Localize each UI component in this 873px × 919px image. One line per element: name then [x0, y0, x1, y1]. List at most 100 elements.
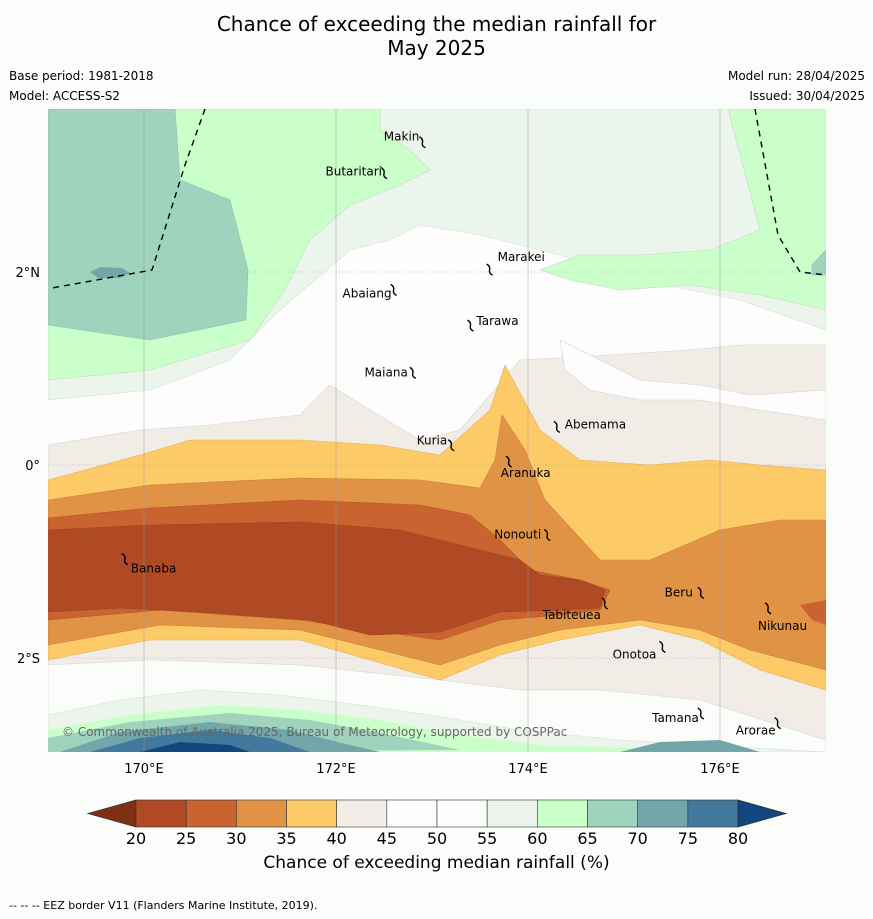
place-label: Marakei: [498, 250, 545, 264]
place-label: Butaritari: [326, 165, 383, 179]
colorbar-swatch: [436, 799, 488, 828]
band-65-70-east: [811, 249, 826, 276]
place-label: Tabiteuea: [542, 608, 601, 622]
colorbar-tick-label: 65: [577, 829, 597, 848]
colorbar-tick-label: 55: [477, 829, 497, 848]
island-outline: [505, 455, 513, 468]
grid-lines: [48, 109, 826, 752]
place-label: Aranuka: [501, 466, 551, 480]
band-south-east-blue: [620, 740, 760, 752]
colorbar-swatch: [687, 799, 739, 828]
band-60-65-northeast: [539, 109, 826, 311]
colorbar-tick-label: 35: [276, 829, 296, 848]
colorbar-under-arrow: [86, 799, 137, 828]
x-tick-label: 174°E: [508, 762, 548, 777]
island-outline: [543, 528, 551, 542]
colorbar-tick-label: 30: [226, 829, 246, 848]
colorbar-swatch: [286, 799, 337, 828]
colorbar-swatch: [587, 799, 638, 828]
footnote: -- -- -- EEZ border V11 (Flanders Marine…: [9, 899, 318, 912]
colorbar-over-arrow: [737, 799, 788, 828]
base-period: Base period: 1981-2018: [9, 69, 154, 83]
copyright-notice: © Commonwealth of Australia 2025, Bureau…: [62, 725, 567, 739]
colorbar-tick-label: 50: [427, 829, 447, 848]
islands: [121, 136, 781, 730]
y-tick-label: 2°N: [16, 266, 41, 281]
colorbar-swatch: [135, 799, 187, 828]
band-75-80-south: [90, 730, 310, 752]
colorbar-swatch: [236, 799, 287, 828]
place-label: Banaba: [131, 562, 177, 576]
place-label: Makin: [384, 130, 420, 144]
band-25-30-east: [800, 600, 826, 625]
y-axis-ticks: 2°N 0° 2°S: [16, 266, 41, 667]
colorbar-tick-label: 45: [377, 829, 397, 848]
x-tick-label: 172°E: [316, 762, 356, 777]
colorbar-swatch: [637, 799, 689, 828]
title-line-1: Chance of exceeding the median rainfall …: [216, 12, 657, 36]
colorbar-tick-label: 20: [126, 829, 146, 848]
island-outline: [601, 597, 609, 610]
island-outline: [121, 552, 129, 566]
colorbar-title: Chance of exceeding median rainfall (%): [263, 853, 610, 873]
colorbar-swatch: [336, 799, 388, 828]
map-area: Makin Butaritari Marakei Abaiang Tarawa Maian…: [48, 109, 826, 752]
island-outline: [697, 707, 705, 720]
y-tick-label: 2°S: [17, 652, 40, 667]
place-label: Tamana: [651, 711, 699, 725]
model-name: Model: ACCESS-S2: [9, 89, 121, 103]
place-label: Abaiang: [343, 286, 392, 300]
island-outline: [486, 263, 493, 276]
colorbar-tick-label: 60: [527, 829, 547, 848]
x-tick-label: 176°E: [700, 762, 740, 777]
colorbar-swatch: [537, 799, 588, 828]
island-outline: [390, 283, 397, 296]
colorbar-tick-label: 25: [176, 829, 196, 848]
y-tick-label: 0°: [25, 459, 40, 474]
place-label: Tarawa: [475, 314, 518, 328]
band-65-70-north: [48, 109, 249, 341]
island-outline: [659, 640, 666, 654]
band-45-50-wedge: [559, 339, 826, 421]
colorbar-tick-label: 70: [627, 829, 647, 848]
colorbar: 20 25 30 35 40 45 50 55 60 65 70 75 80: [86, 799, 788, 848]
island-outline: [380, 166, 388, 180]
place-label: Kuria: [417, 434, 448, 448]
island-outline: [419, 136, 426, 149]
meta-right: Model run: 28/04/2025 Issued: 30/04/2025: [728, 66, 865, 106]
place-labels: Makin Butaritari Marakei Abaiang Tarawa Maian…: [131, 130, 807, 738]
model-run: Model run: 28/04/2025: [727, 69, 865, 83]
colorbar-swatch: [185, 799, 237, 828]
colorbar-tick-label: 75: [678, 829, 698, 848]
band-20-25: [48, 521, 606, 636]
colorbar-tick-label: 80: [728, 829, 748, 848]
island-outline: [774, 717, 781, 730]
island-outline: [447, 439, 455, 452]
island-outline: [764, 602, 772, 615]
place-label: Abemama: [565, 417, 626, 431]
place-label: Onotoa: [613, 647, 657, 661]
place-label: Beru: [665, 585, 693, 599]
issued-date: Issued: 30/04/2025: [749, 89, 865, 103]
eez-borders: [51, 109, 826, 289]
colorbar-swatch: [486, 799, 538, 828]
island-outline: [553, 420, 561, 434]
place-label: Nonouti: [494, 527, 541, 541]
band-over-80-south: [140, 742, 250, 752]
place-label: Nikunau: [758, 619, 807, 633]
meta-left: Base period: 1981-2018 Model: ACCESS-S2: [9, 66, 154, 106]
contour-fills: [48, 109, 826, 752]
x-axis-ticks: 170°E 172°E 174°E 176°E: [124, 762, 740, 777]
eez-border-west: [51, 109, 206, 289]
island-outline: [697, 586, 705, 600]
place-label: Maiana: [364, 365, 407, 379]
x-tick-label: 170°E: [124, 762, 164, 777]
island-outline: [409, 366, 417, 379]
title-line-2: May 2025: [387, 36, 486, 60]
place-label: Arorae: [736, 724, 776, 738]
island-outline: [467, 319, 474, 332]
map-title: Chance of exceeding the median rainfall …: [0, 12, 873, 60]
colorbar-tick-label: 40: [326, 829, 346, 848]
colorbar-swatch: [386, 799, 438, 828]
